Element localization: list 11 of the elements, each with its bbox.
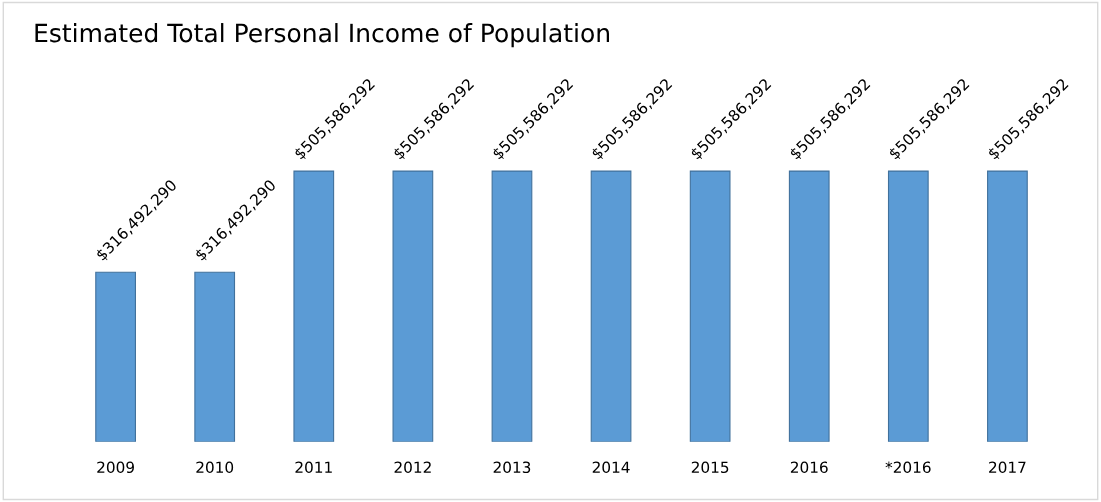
x-tick-label: *2016 xyxy=(885,461,931,474)
chart-title: Estimated Total Personal Income of Population xyxy=(35,23,609,48)
x-tick-label: 2015 xyxy=(691,461,729,474)
x-tick-label: 2011 xyxy=(295,461,332,474)
x-tick-label: 2012 xyxy=(394,461,431,474)
x-tick-label: 2009 xyxy=(97,461,134,474)
x-tick-label: 2010 xyxy=(196,461,234,474)
x-tick-label: 2013 xyxy=(493,461,531,474)
x-tick-label: 2014 xyxy=(592,461,630,474)
x-tick-label: 2017 xyxy=(989,461,1026,474)
x-tick-label: 2016 xyxy=(790,461,828,474)
